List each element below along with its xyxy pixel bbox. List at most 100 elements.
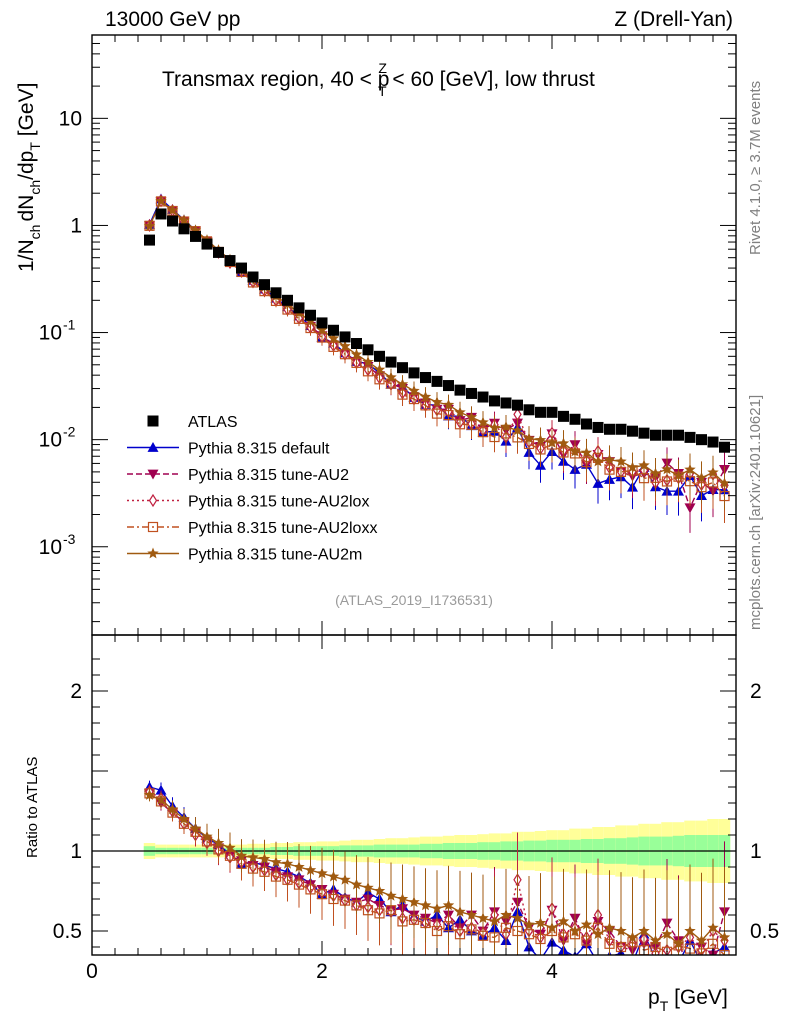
legend-label: ATLAS: [188, 414, 238, 431]
data-point: [661, 463, 673, 475]
data-point: [488, 421, 501, 433]
ratio-y-axis-label: Ratio to ATLAS: [24, 757, 41, 858]
ratio-point: [339, 873, 351, 885]
ratio-point: [603, 921, 616, 933]
atlas-point: [397, 362, 408, 374]
data-point: [649, 467, 662, 479]
atlas-point: [431, 375, 443, 387]
data-point: [500, 420, 512, 432]
ratio-point: [281, 857, 294, 869]
ratio-point: [155, 793, 167, 805]
data-point: [143, 220, 156, 231]
data-point: [431, 396, 443, 407]
data-point: [350, 348, 363, 360]
header-left: 13000 GeV pp: [105, 8, 240, 31]
ratio-plot-data: [143, 780, 731, 968]
atlas-point: [535, 406, 546, 418]
main-plot-data: [143, 193, 731, 533]
title-sup: Z: [378, 60, 387, 76]
ratio-tick-label-left: 0.5: [53, 920, 82, 943]
ratio-point: [500, 909, 512, 920]
data-point: [684, 503, 696, 514]
series-4-ratio: [143, 788, 731, 955]
legend-marker: [148, 493, 158, 508]
data-point: [465, 411, 478, 423]
atlas-point: [167, 215, 178, 227]
ratio-point: [695, 934, 708, 946]
atlas-point: [213, 246, 224, 258]
ratio-point: [189, 822, 202, 834]
atlas-point: [316, 317, 328, 329]
title-main: Transmax region, 40 < p: [162, 68, 389, 91]
atlas-point: [374, 350, 385, 362]
data-point: [580, 446, 593, 458]
atlas-points: [144, 208, 730, 453]
mcplots-label: mcplots.cern.ch [arXiv:2401.10621]: [747, 395, 764, 630]
data-point: [189, 224, 202, 236]
data-point: [718, 477, 731, 489]
atlas-point: [362, 344, 374, 356]
y-tick-exponent: -1: [63, 317, 76, 333]
atlas-point: [569, 413, 581, 425]
data-point: [707, 466, 719, 478]
ratio-point: [627, 958, 638, 968]
ratio-point: [661, 928, 673, 940]
y-tick-exponent: -2: [63, 424, 76, 440]
y-tick-label: 10: [39, 322, 62, 345]
ratio-point: [592, 928, 604, 940]
ratio-point: [580, 918, 593, 930]
atlas-point: [684, 431, 696, 443]
atlas-point: [477, 391, 489, 403]
data-point: [672, 469, 685, 481]
legend-marker: [147, 442, 159, 452]
data-point: [615, 455, 627, 467]
data-point: [546, 436, 558, 448]
atlas-point: [190, 230, 201, 242]
ratio-point: [673, 958, 684, 968]
atlas-point: [500, 397, 512, 409]
y-axis-label: 1/NchdNch/dpT [GeV]: [15, 83, 43, 272]
title-sub: T: [378, 83, 387, 99]
atlas-point: [512, 399, 523, 411]
legend-marker: [147, 521, 159, 533]
atlas-point: [696, 434, 707, 446]
legend-label: Pythia 8.315 tune-AU2loxx: [188, 520, 377, 537]
ratio-point: [511, 912, 524, 924]
ratio-point: [178, 813, 190, 824]
title-rest: < 60 [GeV], low thrust: [387, 68, 596, 91]
atlas-point: [719, 441, 730, 453]
ratio-point: [477, 912, 489, 924]
atlas-point: [385, 356, 397, 368]
atlas-point: [454, 384, 466, 396]
ratio-point: [649, 934, 662, 946]
ratio-point: [247, 851, 259, 863]
ratio-point: [557, 915, 570, 927]
atlas-point: [420, 372, 431, 384]
atlas-point: [661, 429, 673, 441]
legend-label: Pythia 8.315 default: [188, 441, 330, 458]
ratio-point: [454, 905, 466, 917]
ratio-point: [546, 921, 558, 933]
data-point: [385, 371, 397, 383]
atlas-point: [592, 421, 604, 433]
atlas-point: [707, 436, 719, 448]
atlas-point: [546, 406, 558, 418]
ratio-point: [672, 937, 685, 949]
ratio-point: [684, 925, 696, 936]
atlas-point: [282, 294, 293, 306]
data-point: [419, 390, 432, 402]
series-line: [148, 200, 726, 510]
atlas-point: [293, 302, 305, 314]
atlas-point: [247, 271, 259, 283]
ratio-point: [304, 864, 317, 876]
x-axis-label: pT [GeV]: [648, 986, 728, 1014]
ratio-point: [212, 837, 225, 848]
ratio-point: [569, 925, 581, 936]
atlas-point: [523, 404, 535, 416]
ratio-tick-label-right: 0.5: [750, 920, 779, 943]
y-tick-label: 10: [39, 536, 62, 559]
y-tick-exponent: -3: [63, 531, 76, 547]
atlas-point: [627, 425, 638, 437]
y-tick-label: 10: [39, 429, 62, 452]
